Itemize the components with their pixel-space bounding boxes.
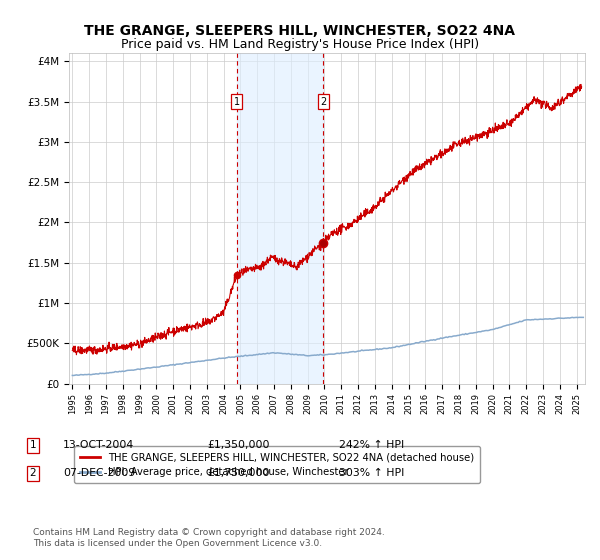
Text: 2: 2 [29,468,37,478]
Bar [237,53,323,384]
Legend: THE GRANGE, SLEEPERS HILL, WINCHESTER, SO22 4NA (detached house), HPI: Average p: THE GRANGE, SLEEPERS HILL, WINCHESTER, S… [74,446,480,483]
Text: Contains HM Land Registry data © Crown copyright and database right 2024.
This d: Contains HM Land Registry data © Crown c… [33,528,385,548]
Text: 2: 2 [320,96,326,106]
Text: 1: 1 [29,440,37,450]
Text: 242% ↑ HPI: 242% ↑ HPI [339,440,404,450]
Text: 303% ↑ HPI: 303% ↑ HPI [339,468,404,478]
Text: THE GRANGE, SLEEPERS HILL, WINCHESTER, SO22 4NA: THE GRANGE, SLEEPERS HILL, WINCHESTER, S… [85,24,515,38]
Text: 07-DEC-2009: 07-DEC-2009 [63,468,135,478]
Text: Price paid vs. HM Land Registry's House Price Index (HPI): Price paid vs. HM Land Registry's House … [121,38,479,50]
Text: £1,750,000: £1,750,000 [207,468,269,478]
Text: £1,350,000: £1,350,000 [207,440,269,450]
Text: 1: 1 [234,96,240,106]
Text: 13-OCT-2004: 13-OCT-2004 [63,440,134,450]
